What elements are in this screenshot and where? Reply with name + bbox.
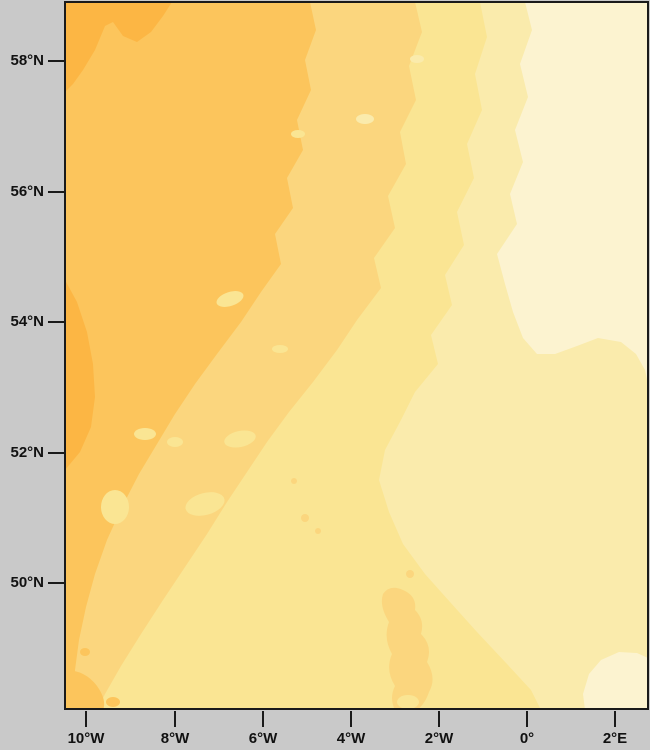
x-tick-6W [262, 711, 264, 727]
y-tick-label: 58°N [10, 52, 44, 69]
x-tick-label: 8°W [160, 730, 190, 747]
contour-blob-bottomleft-orange [65, 670, 105, 710]
contour-island [310, 411, 330, 423]
contour-blob-corner-pale [583, 652, 648, 710]
x-tick-label: 0° [519, 730, 535, 747]
contour-band-L1-corner [65, 2, 172, 92]
contour-blob-dot [291, 478, 297, 484]
contour-blob-dot [106, 697, 120, 707]
contour-blob-bottom-center [381, 587, 433, 710]
contour-island [291, 130, 305, 138]
y-tick-54N [48, 321, 65, 323]
contour-blob-dot [301, 514, 309, 522]
y-tick-label: 52°N [10, 444, 44, 461]
x-tick-label: 2°W [424, 730, 454, 747]
contour-island [134, 428, 156, 440]
contour-island [224, 430, 256, 448]
contour-island [216, 291, 244, 307]
contour-band-L2 [65, 2, 316, 710]
contour-island [410, 55, 424, 63]
y-tick-56N [48, 191, 65, 193]
contour-island [167, 437, 183, 447]
y-tick-label: 54°N [10, 313, 44, 330]
y-tick-label: 50°N [10, 574, 44, 591]
contour-island [356, 114, 374, 124]
x-tick-10W [85, 711, 87, 727]
x-tick-2W [438, 711, 440, 727]
contour-blob-dot [406, 570, 414, 578]
x-tick-0 [526, 711, 528, 727]
y-tick-52N [48, 452, 65, 454]
contour-island [101, 490, 129, 524]
y-tick-label: 56°N [10, 183, 44, 200]
contour-island [272, 345, 288, 353]
x-tick-label: 2°E [602, 730, 628, 747]
contour-blob-dot [80, 648, 90, 656]
contour-band-L1-streak [65, 280, 95, 470]
x-tick-label: 10°W [67, 730, 105, 747]
x-tick-8W [174, 711, 176, 727]
x-tick-2E [614, 711, 616, 727]
y-tick-50N [48, 582, 65, 584]
x-tick-4W [350, 711, 352, 727]
x-tick-label: 6°W [248, 730, 278, 747]
contour-island [185, 492, 225, 516]
contour-blob-hole [397, 695, 419, 709]
contour-blob-dot [315, 528, 321, 534]
x-tick-label: 4°W [336, 730, 366, 747]
y-tick-58N [48, 60, 65, 62]
contour-plot-area [65, 2, 648, 710]
